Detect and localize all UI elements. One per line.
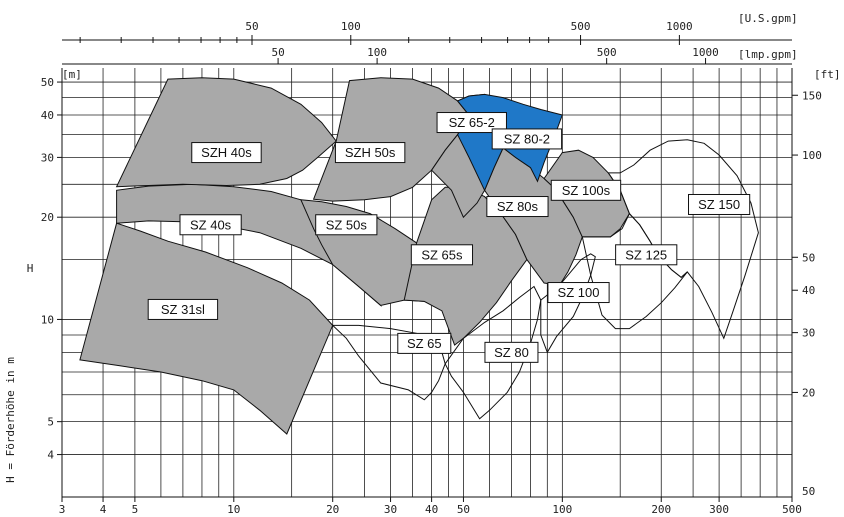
x-tick-label: 500 [782, 503, 802, 516]
usgpm-tick-label: 1000 [666, 20, 693, 33]
y-right-tick-label: 50 [802, 251, 815, 264]
region-label-box [547, 282, 610, 304]
region-sz-31sl [79, 222, 334, 435]
region-label-box [334, 142, 406, 164]
y-tick-label: 40 [41, 109, 54, 122]
region-label: SZ 80s [486, 196, 549, 218]
region-label-text: SZ 100 [558, 285, 600, 300]
region-label: SZ 50s [315, 214, 378, 236]
region-label-box [436, 112, 507, 134]
region-sz-150 [607, 139, 759, 340]
impgpm-unit-label: [lmp.gpm] [738, 48, 798, 61]
x-tick-label: 20 [326, 503, 339, 516]
axes: 3 4 5 10 20 30 40 50 100 200 300 500 4 5 10 20 30 40 50 50 2… [4, 12, 841, 516]
region-szh-40s [115, 77, 337, 188]
x-tick-label: 4 [100, 503, 107, 516]
region-labels: SZ 31sl SZ 40s SZH 40s SZ 50s SZH 50s SZ 65s S… [147, 112, 751, 363]
region-label-box [484, 341, 539, 363]
region-label: SZ 150 [688, 193, 751, 215]
x-tick-label: 100 [552, 503, 572, 516]
usgpm-tick-label: 500 [571, 20, 591, 33]
region-label-box [315, 214, 378, 236]
x-tick-label: 3 [59, 503, 66, 516]
x-tick-label: 10 [227, 503, 240, 516]
region-label-box [688, 193, 751, 215]
region-label: SZ 40s [179, 214, 242, 236]
region-label-text: SZH 50s [345, 145, 396, 160]
region-label-text: SZ 50s [326, 217, 368, 232]
region-label: SZ 65-2 [436, 112, 507, 134]
y-right-tick-label: 50 [802, 485, 815, 498]
region-label: SZ 65 [397, 332, 452, 354]
region-label-box [147, 298, 219, 320]
region-label: SZ 31sl [147, 298, 219, 320]
region-label-text: SZ 100s [562, 183, 611, 198]
region-label: SZ 80 [484, 341, 539, 363]
region-label: SZ 65s [410, 244, 474, 266]
region-label-text: SZ 125 [625, 247, 667, 262]
region-label-text: SZH 40s [201, 145, 252, 160]
region-label-box [550, 179, 622, 201]
region-label-text: SZ 80-2 [504, 131, 550, 146]
region-label: SZ 100s [550, 179, 622, 201]
usgpm-unit-label: [U.S.gpm] [738, 12, 798, 25]
region-label-box [486, 196, 549, 218]
y-right-tick-label: 150 [802, 89, 822, 102]
usgpm-tick-label: 50 [245, 20, 258, 33]
y-tick-label: 50 [41, 76, 54, 89]
x-tick-label: 5 [132, 503, 139, 516]
region-label-text: SZ 80 [494, 345, 529, 360]
impgpm-tick-label: 50 [271, 46, 284, 59]
y-axis-short-label: H [27, 262, 34, 275]
region-label: SZH 50s [334, 142, 406, 164]
region-label-text: SZ 65s [421, 247, 463, 262]
y-tick-label: 10 [41, 313, 54, 326]
region-label-box [410, 244, 474, 266]
region-label-text: SZ 80s [497, 199, 539, 214]
y-right-tick-label: 100 [802, 149, 822, 162]
x-tick-label: 50 [457, 503, 470, 516]
y-right-tick-label: 20 [802, 386, 815, 399]
y-left-unit-label: [m] [62, 68, 82, 81]
region-label: SZH 40s [191, 142, 262, 164]
region-sz-65 [331, 324, 446, 401]
y-right-tick-label: 30 [802, 327, 815, 340]
x-tick-label: 30 [384, 503, 397, 516]
region-label-box [179, 214, 242, 236]
region-label: SZ 100 [547, 282, 610, 304]
region-label-text: SZ 31sl [161, 302, 205, 317]
region-label-text: SZ 150 [698, 197, 740, 212]
y-tick-label: 30 [41, 151, 54, 164]
region-label-box [615, 244, 678, 266]
usgpm-tick-label: 100 [341, 20, 361, 33]
y-axis-rotated-label: H = Förderhöhe in m [4, 357, 17, 483]
region-label-text: SZ 40s [190, 217, 232, 232]
region-label: SZ 125 [615, 244, 678, 266]
y-tick-label: 20 [41, 211, 54, 224]
y-tick-label: 5 [47, 416, 54, 429]
x-tick-label: 300 [709, 503, 729, 516]
y-right-unit-label: [ft] [814, 68, 841, 81]
region-sz-80 [444, 285, 542, 420]
y-tick-label: 4 [47, 449, 54, 462]
region-label: SZ 80-2 [491, 128, 563, 150]
impgpm-tick-label: 1000 [692, 46, 719, 59]
region-label-box [191, 142, 262, 164]
y-right-tick-label: 40 [802, 284, 815, 297]
region-label-text: SZ 65-2 [449, 115, 495, 130]
impgpm-tick-label: 100 [367, 46, 387, 59]
x-tick-label: 200 [651, 503, 671, 516]
impgpm-tick-label: 500 [597, 46, 617, 59]
region-label-text: SZ 65 [407, 336, 442, 351]
region-label-box [491, 128, 563, 150]
region-label-box [397, 332, 452, 354]
x-tick-label: 40 [425, 503, 438, 516]
